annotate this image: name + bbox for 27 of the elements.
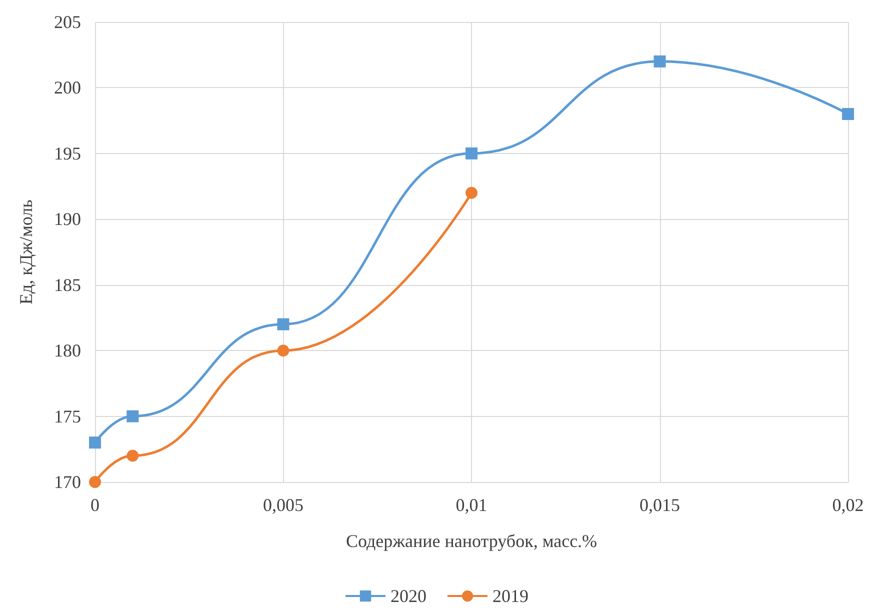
x-tick-label: 0,01	[456, 495, 488, 515]
point	[277, 344, 290, 357]
point	[126, 410, 139, 422]
point	[89, 476, 101, 488]
point	[466, 147, 478, 160]
y-tick-label: 175	[54, 406, 81, 426]
y-tick-label: 205	[54, 12, 81, 32]
point	[466, 186, 478, 199]
y-tick-label: 200	[54, 78, 81, 98]
y-axis-title: Ед, кДж/моль	[16, 200, 36, 304]
x-tick-label: 0,015	[640, 495, 680, 515]
y-tick-label: 195	[54, 143, 81, 164]
point	[126, 450, 139, 462]
x-axis-title: Содержание нанотрубок, масс.%	[346, 531, 598, 551]
y-tick-label: 190	[54, 209, 81, 230]
point	[654, 55, 666, 68]
point	[277, 318, 290, 330]
x-tick-label: 0,005	[263, 495, 304, 515]
x-tick-label: 0,02	[832, 495, 864, 515]
point	[842, 108, 854, 120]
y-tick-label: 180	[54, 340, 81, 361]
y-tick-label: 185	[54, 274, 81, 295]
point	[89, 436, 101, 449]
x-tick-label: 0	[90, 495, 100, 515]
legend-label: 2019	[492, 586, 528, 606]
y-tick-label: 170	[54, 472, 81, 492]
legend-label: 2020	[390, 586, 426, 606]
